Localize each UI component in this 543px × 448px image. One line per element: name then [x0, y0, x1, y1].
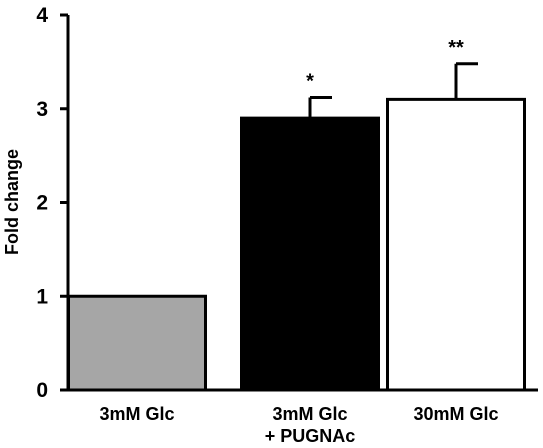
y-tick-label-2: 2 [36, 192, 48, 215]
bar-0 [67, 294, 207, 392]
y-tick-label-0: 0 [36, 379, 48, 402]
y-tick-label-1: 1 [36, 285, 48, 308]
y-tick-label-3: 3 [36, 98, 48, 121]
x-tick-label-0: 3mM Glc [99, 404, 174, 424]
bar-1 [240, 116, 380, 392]
bar-2 [386, 97, 526, 392]
y-tick-label-4: 4 [36, 4, 48, 27]
x-tick-label-1-0: 3mM Glc [272, 404, 347, 424]
significance-mark-2: ** [448, 37, 464, 59]
significance-mark-1: * [306, 71, 314, 93]
y-axis-label: Fold change [2, 149, 22, 255]
x-tick-label-2: 30mM Glc [413, 404, 498, 424]
x-tick-label-1-1: + PUGNAc [265, 426, 356, 446]
